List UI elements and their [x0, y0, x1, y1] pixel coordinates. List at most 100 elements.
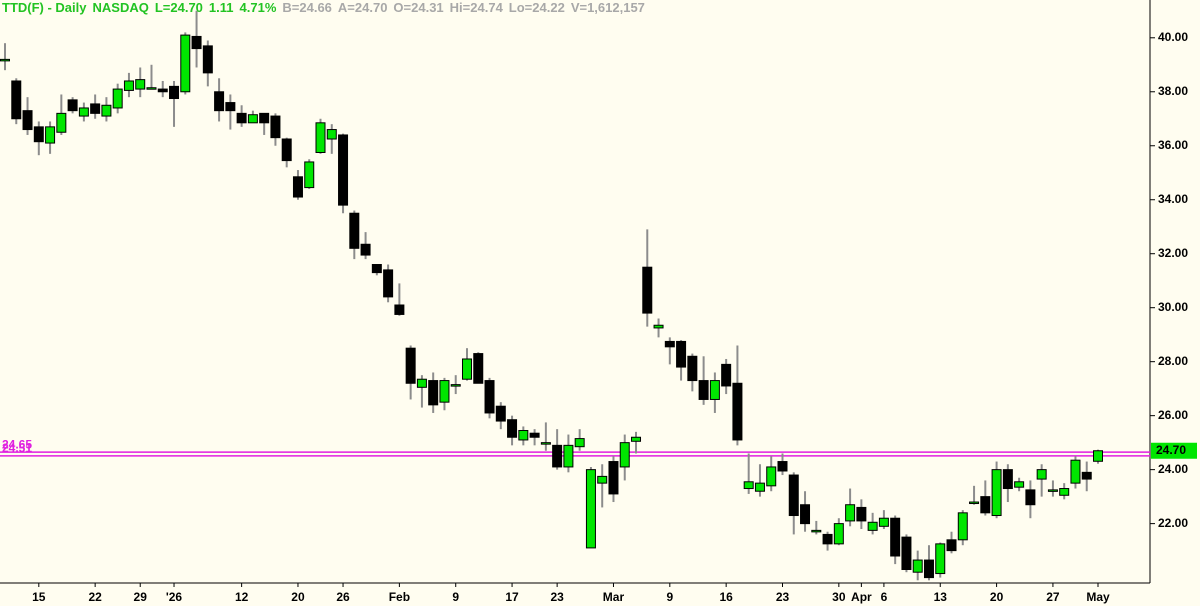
candle-body [687, 355, 698, 382]
candle-body [146, 87, 157, 90]
candle-body [845, 504, 856, 522]
y-tick-label: 34.00 [1158, 192, 1188, 206]
candle-body [800, 504, 811, 525]
candle-body [867, 521, 878, 531]
x-tick-label: Feb [389, 590, 410, 604]
candle-body [214, 91, 225, 112]
candle-body [45, 126, 56, 144]
candle-body [552, 444, 563, 468]
candle-body [935, 543, 946, 575]
candle-body [281, 138, 292, 162]
title-item: NASDAQ [92, 0, 149, 15]
candle-body [0, 58, 10, 62]
x-tick-label: 22 [88, 590, 102, 604]
subtitle-item: Lo=24.22 [508, 0, 565, 15]
candle-body [585, 469, 596, 549]
candle-body [923, 559, 934, 579]
x-tick-label: 16 [719, 590, 733, 604]
x-tick-label: 17 [505, 590, 519, 604]
x-tick-label: 20 [291, 590, 305, 604]
x-tick-label: 15 [32, 590, 46, 604]
x-tick-label: 29 [134, 590, 148, 604]
candle-body [326, 129, 337, 140]
candle-body [123, 80, 134, 91]
title-item: 1.11 [208, 0, 234, 15]
candle-body [1002, 469, 1013, 490]
candle-body [101, 104, 112, 117]
candle-body [90, 103, 101, 114]
candle-body [1047, 489, 1058, 492]
candle-body [991, 469, 1002, 517]
candle-body [315, 122, 326, 153]
candle-body [642, 266, 653, 314]
candle-body [495, 405, 506, 422]
candle-body [56, 112, 67, 133]
candle-body [416, 378, 427, 388]
candle-body [461, 358, 472, 380]
candle-body [259, 112, 270, 124]
level-label: 24.51 [2, 441, 32, 455]
y-tick-label: 40.00 [1158, 30, 1188, 44]
y-tick-label: 24.00 [1158, 462, 1188, 476]
candle-body [597, 475, 608, 484]
title-item: TTD(F) - Daily [2, 0, 87, 15]
candle-body [811, 529, 822, 533]
candle-body [394, 304, 405, 315]
x-tick-label: 6 [881, 590, 888, 604]
x-tick-label: 12 [235, 590, 249, 604]
y-tick-label: 26.00 [1158, 408, 1188, 422]
candle-body [304, 161, 315, 189]
candle-body [788, 474, 799, 517]
candle-body [1081, 471, 1092, 480]
x-tick-label: 9 [666, 590, 673, 604]
level-label: 24.65 [2, 437, 32, 451]
candle-body [1014, 481, 1025, 488]
candle-body [856, 506, 867, 522]
candle-body [1025, 489, 1036, 506]
candle-body [439, 380, 450, 403]
candle-body [721, 363, 732, 387]
candle-body [473, 353, 484, 384]
candle-body [157, 88, 168, 93]
candle-body [180, 34, 191, 93]
candle-body [428, 380, 439, 406]
candle-body [405, 347, 416, 384]
candle-body [676, 340, 687, 368]
candle-body [653, 324, 664, 329]
candle-body [33, 126, 44, 143]
y-tick-label: 22.00 [1158, 516, 1188, 530]
candle-body [67, 99, 78, 112]
candle-body [112, 88, 123, 109]
last-price-label: 24.70 [1156, 443, 1186, 457]
y-tick-label: 36.00 [1158, 138, 1188, 152]
candle-body [11, 80, 22, 120]
y-tick-label: 32.00 [1158, 246, 1188, 260]
candle-body [338, 134, 349, 206]
title-item: L=24.70 [154, 0, 203, 15]
candle-body [608, 461, 619, 495]
x-tick-label: 9 [452, 590, 459, 604]
candle-body [912, 559, 923, 573]
candle-body [236, 112, 247, 124]
candle-body [766, 466, 777, 487]
y-tick-label: 30.00 [1158, 300, 1188, 314]
candle-body [890, 517, 901, 557]
candle-body [135, 79, 146, 90]
candle-body [969, 501, 980, 505]
last-price-tag [1151, 442, 1197, 459]
candle-body [878, 517, 889, 527]
candle-body [529, 432, 540, 438]
candle-body [563, 444, 574, 468]
candle-body [507, 419, 518, 438]
candle-body [1059, 488, 1070, 496]
candle-body [225, 102, 236, 112]
candle-body [360, 243, 371, 256]
x-tick-label: 20 [990, 590, 1004, 604]
candle-body [484, 380, 495, 414]
candle-body [743, 481, 754, 490]
header: TTD(F) - Daily NASDAQ L=24.70 1.11 4.71% B=24… [2, 0, 651, 15]
x-tick-label: May [1086, 590, 1110, 604]
x-tick-label: 13 [934, 590, 948, 604]
x-tick-label: 26 [336, 590, 350, 604]
